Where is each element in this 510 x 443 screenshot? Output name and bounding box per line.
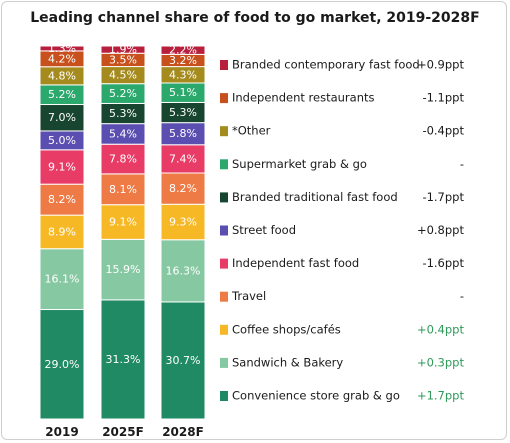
bar-segment (100, 238, 146, 301)
data-label: 30.7% (166, 354, 201, 367)
data-label: 9.1% (109, 216, 137, 229)
legend-swatch (220, 126, 228, 137)
bar-segment (100, 299, 146, 420)
data-label: 3.5% (109, 53, 137, 66)
data-label: 15.9% (106, 263, 141, 276)
data-label: 1.3% (48, 42, 76, 55)
bar-segment (39, 149, 85, 185)
data-label: 5.1% (169, 86, 197, 99)
legend-label: Travel (231, 289, 266, 303)
data-label: 4.5% (109, 69, 137, 82)
legend-label: Street food (232, 223, 296, 237)
data-label: 3.2% (169, 54, 197, 67)
bar-segment (160, 239, 206, 303)
legend-label: *Other (232, 124, 271, 138)
data-label: 5.2% (109, 87, 137, 100)
data-label: 29.0% (45, 358, 80, 371)
category-label: 2019 (45, 425, 78, 439)
legend-label: Sandwich & Bakery (232, 355, 343, 369)
bars-group: 29.0% 16.1% 8.9% 8.2% 9.1% 5.0% 7.0% 5.2% 4.8% 4.… (39, 42, 206, 420)
legend-change: -1.1ppt (422, 91, 464, 105)
bar-segment (100, 45, 146, 54)
bar-segment (39, 45, 85, 52)
data-label: 5.3% (169, 106, 197, 119)
data-label: 8.2% (169, 182, 197, 195)
bar-segment (39, 309, 85, 420)
chart-title: Leading channel share of food to go mark… (30, 10, 480, 26)
legend-change: +0.8ppt (417, 223, 465, 237)
legend-label: Supermarket grab & go (232, 157, 367, 171)
data-label: 8.1% (109, 183, 137, 196)
legend-swatch (220, 225, 228, 236)
legend-change: +0.9ppt (417, 58, 465, 72)
category-label: 2025F (102, 425, 144, 439)
bar-segment (160, 45, 206, 55)
data-label: 5.2% (48, 88, 76, 101)
data-label: 9.1% (48, 160, 76, 173)
legend-label: Independent restaurants (232, 91, 375, 105)
legend-swatch (220, 391, 228, 401)
data-label: 16.1% (45, 273, 80, 286)
legend: Branded contemporary fast food+0.9ppt Ind… (220, 58, 464, 403)
data-label: 5.8% (169, 127, 197, 140)
legend-swatch (220, 192, 228, 203)
category-labels: 2019 2025F 2028F (45, 425, 204, 439)
data-label: 7.0% (48, 111, 76, 124)
legend-change: -1.6ppt (422, 256, 464, 270)
data-label: 8.2% (48, 193, 76, 206)
data-label: 4.3% (169, 68, 197, 81)
legend-change: - (460, 157, 464, 171)
bar-segment (160, 172, 206, 205)
data-label: 8.9% (48, 225, 76, 238)
legend-swatch (220, 258, 228, 269)
legend-change: +1.7ppt (417, 389, 465, 403)
legend-swatch (220, 159, 228, 170)
data-label: 9.3% (169, 216, 197, 229)
data-label: 4.8% (48, 69, 76, 82)
bar-segment (160, 301, 206, 420)
legend-swatch (220, 291, 228, 302)
legend-label: Branded contemporary fast food (232, 58, 420, 72)
bar-segment (160, 203, 206, 241)
legend-label: Independent fast food (232, 256, 359, 270)
bar-segment (39, 104, 85, 132)
bar-segment (100, 204, 146, 240)
data-label: 5.3% (109, 107, 137, 120)
legend-change: +0.4ppt (417, 322, 465, 336)
data-label: 1.9% (109, 43, 137, 56)
bar-segment (100, 143, 146, 175)
legend-label: Coffee shops/cafés (232, 322, 341, 336)
legend-change: -1.7ppt (422, 190, 464, 204)
legend-change: - (460, 289, 464, 303)
legend-label: Branded traditional fast food (232, 190, 398, 204)
bar-segment (39, 248, 85, 311)
legend-swatch (220, 324, 228, 335)
legend-label: Convenience store grab & go (232, 389, 400, 403)
legend-swatch (220, 93, 228, 104)
data-label: 7.8% (109, 153, 137, 166)
category-label: 2028F (162, 425, 204, 439)
data-label: 7.4% (169, 152, 197, 165)
legend-change: -0.4ppt (422, 124, 464, 138)
bar-segment (39, 214, 85, 250)
legend-swatch (220, 60, 228, 70)
data-label: 2.2% (169, 44, 197, 57)
data-label: 5.4% (109, 127, 137, 140)
data-label: 31.3% (106, 353, 141, 366)
data-label: 5.0% (48, 134, 76, 147)
legend-swatch (220, 357, 228, 368)
legend-change: +0.3ppt (417, 355, 465, 369)
data-label: 4.2% (48, 52, 76, 65)
data-label: 16.3% (166, 264, 201, 277)
